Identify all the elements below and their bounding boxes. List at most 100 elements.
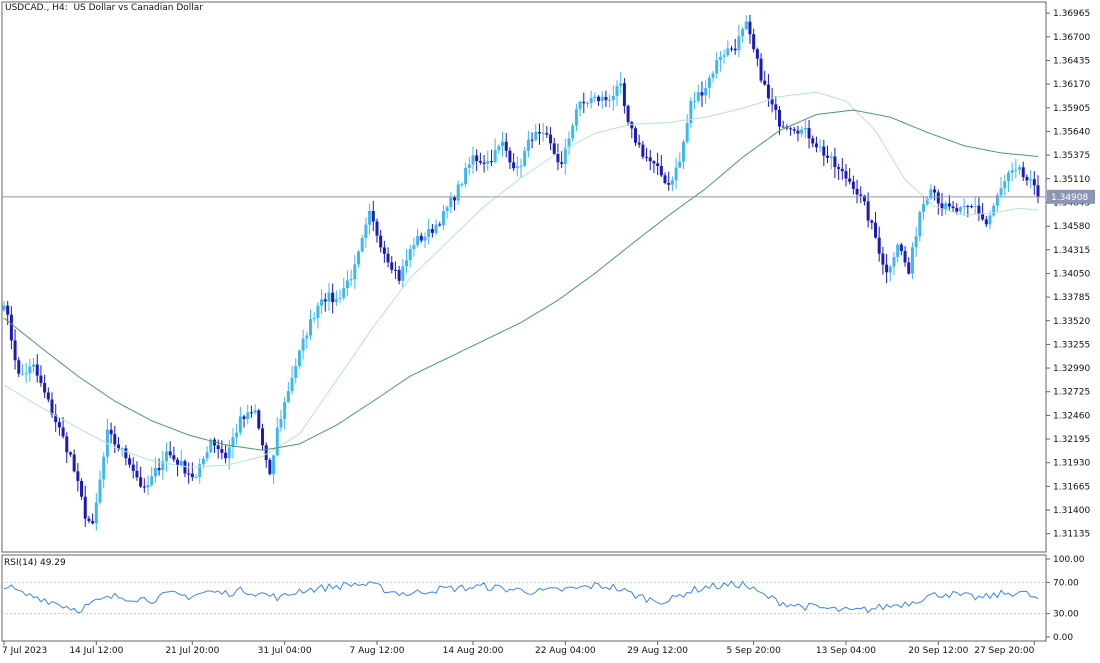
bear-candle-body <box>142 486 146 488</box>
bear-candle-body <box>261 428 264 446</box>
bull-candle-body <box>205 452 209 459</box>
price-axis-tick-label: 1.33785 <box>1053 293 1090 303</box>
rsi-line <box>3 580 1039 614</box>
price-axis-tick-label: 1.33255 <box>1053 340 1090 350</box>
bull-candle-body <box>711 73 715 78</box>
rsi-value: 49.29 <box>39 558 66 568</box>
bear-candle-body <box>83 496 87 519</box>
bull-candle-body <box>32 364 36 367</box>
bull-candle-body <box>515 166 519 169</box>
bull-candle-body <box>1006 172 1010 182</box>
time-axis-tick-label: 31 Jul 04:00 <box>258 646 312 656</box>
bear-candle-body <box>6 305 10 315</box>
bull-candle-body <box>309 319 313 336</box>
bull-candle-body <box>235 432 239 438</box>
rsi-panel-frame <box>1 554 1047 642</box>
price-axis-tick-label: 1.32460 <box>1053 411 1090 421</box>
bull-candle-body <box>670 180 674 185</box>
bull-candle-body <box>146 484 150 488</box>
bear-candle-body <box>733 48 737 51</box>
bear-candle-body <box>656 163 660 166</box>
bear-candle-body <box>80 480 84 497</box>
price-axis-tick-label: 1.32725 <box>1053 388 1090 398</box>
bull-candle-body <box>460 184 464 186</box>
time-axis-tick-label: 13 Sep 04:00 <box>816 646 876 656</box>
bull-candle-body <box>360 237 364 252</box>
bull-candle-body <box>563 147 567 164</box>
bear-candle-body <box>933 189 937 193</box>
bear-candle-body <box>91 521 95 524</box>
bull-candle-body <box>353 264 357 280</box>
bull-candle-body <box>611 95 615 100</box>
rsi-axis-tick-label: 0.00 <box>1053 633 1073 643</box>
bull-candle-body <box>744 21 748 30</box>
bear-candle-body <box>113 434 117 445</box>
bull-candle-body <box>327 292 331 302</box>
bull-candle-body <box>416 235 420 245</box>
bear-candle-body <box>35 364 39 376</box>
bear-candle-body <box>984 219 988 225</box>
timeframe-label: H4 <box>52 3 65 13</box>
bear-candle-body <box>833 156 837 168</box>
bear-candle-body <box>955 208 959 212</box>
bear-candle-body <box>371 211 375 222</box>
price-axis-tick-label: 1.36965 <box>1053 9 1090 19</box>
bear-candle-body <box>899 244 903 252</box>
bull-candle-body <box>246 412 250 419</box>
bull-candle-body <box>28 366 32 374</box>
bull-candle-body <box>737 36 741 51</box>
price-axis-tick-label: 1.33520 <box>1053 317 1090 327</box>
bull-candle-body <box>316 305 320 319</box>
bull-candle-body <box>445 207 449 211</box>
bear-candle-body <box>379 235 383 248</box>
bull-candle-body <box>722 55 726 57</box>
bear-candle-body <box>1032 179 1036 186</box>
bear-candle-body <box>759 58 763 81</box>
rsi-label: RSI(14) <box>4 558 38 568</box>
bear-candle-body <box>885 264 889 273</box>
bull-candle-body <box>286 391 290 402</box>
bull-candle-body <box>726 48 730 56</box>
bear-candle-body <box>212 439 216 446</box>
price-axis-tick-label: 1.35110 <box>1053 175 1090 185</box>
bull-candle-body <box>534 132 538 140</box>
bear-candle-body <box>537 132 541 134</box>
bull-candle-body <box>973 205 977 207</box>
bear-candle-body <box>778 109 781 127</box>
bear-candle-body <box>763 80 767 85</box>
bear-candle-body <box>951 206 955 209</box>
bear-candle-body <box>475 155 479 161</box>
bear-candle-body <box>659 165 663 176</box>
bear-candle-body <box>187 473 191 475</box>
bear-candle-body <box>216 445 220 449</box>
bull-candle-body <box>98 479 102 503</box>
bull-candle-body <box>1010 170 1014 173</box>
bull-candle-body <box>818 146 822 148</box>
bear-candle-body <box>430 229 434 233</box>
bear-candle-body <box>13 340 17 361</box>
bull-candle-body <box>427 229 431 237</box>
bull-candle-body <box>674 167 678 181</box>
bull-candle-body <box>272 455 276 475</box>
bear-candle-body <box>862 195 866 202</box>
bull-candle-body <box>279 418 283 428</box>
bull-candle-body <box>578 101 582 110</box>
bear-candle-body <box>630 122 634 129</box>
bear-candle-body <box>826 155 830 158</box>
bull-candle-body <box>608 99 612 101</box>
bull-candle-body <box>275 427 279 456</box>
price-axis-tick-label: 1.32990 <box>1053 364 1090 374</box>
bear-candle-body <box>874 222 878 238</box>
bull-candle-body <box>803 128 807 130</box>
bull-candle-body <box>493 150 497 163</box>
bear-candle-body <box>855 188 859 195</box>
bear-candle-body <box>268 460 272 475</box>
bull-candle-body <box>412 244 416 250</box>
bear-candle-body <box>652 161 656 164</box>
bear-candle-body <box>242 416 246 419</box>
bear-candle-body <box>482 162 486 164</box>
bull-candle-body <box>434 224 438 233</box>
bear-candle-body <box>755 49 759 59</box>
